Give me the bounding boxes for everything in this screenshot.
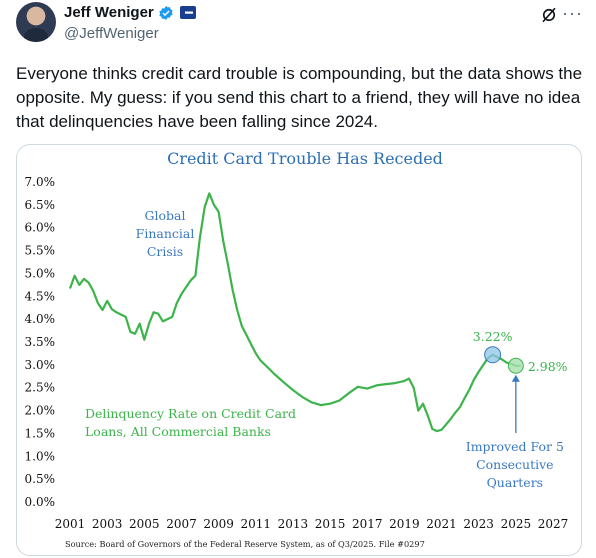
x-tick-label: 2009 — [203, 517, 234, 531]
y-tick-label: 6.5% — [25, 198, 56, 212]
author-name-row: Jeff Weniger — [64, 4, 196, 21]
source-note: Source: Board of Governors of the Federa… — [65, 539, 425, 549]
y-tick-label: 1.5% — [25, 426, 56, 440]
improved-annotation-line: Quarters — [487, 475, 544, 490]
x-tick-label: 2001 — [55, 517, 86, 531]
x-tick-label: 2017 — [352, 517, 383, 531]
series-line — [68, 192, 521, 433]
y-tick-label: 1.0% — [25, 449, 56, 463]
chart-image[interactable]: Credit Card Trouble Has Receded 0.0% 0.5%… — [16, 144, 582, 556]
author-name[interactable]: Jeff Weniger — [64, 4, 154, 21]
series-label-line: Delinquency Rate on Credit Card — [85, 406, 296, 421]
post-text: Everyone thinks credit card trouble is c… — [16, 64, 583, 131]
series-label-line: Loans, All Commercial Banks — [85, 424, 271, 439]
latest-marker — [507, 357, 524, 374]
grok-icon[interactable] — [540, 6, 558, 24]
y-tick-label: 0.0% — [25, 495, 56, 509]
y-tick-label: 4.5% — [25, 289, 56, 303]
y-axis-ticks: 0.0% 0.5% 1.0% 1.5% 2.0% 2.5% 3.0% 3.5% 4.0% 4.5%… — [25, 175, 56, 509]
y-tick-label: 6.0% — [25, 221, 56, 235]
gfc-annotation-line: Financial — [136, 226, 195, 241]
x-tick-label: 2021 — [426, 517, 457, 531]
y-tick-label: 7.0% — [25, 175, 56, 189]
y-tick-label: 3.5% — [25, 335, 56, 349]
x-tick-label: 2007 — [166, 517, 197, 531]
peak-marker — [484, 346, 502, 364]
x-tick-label: 2013 — [278, 517, 309, 531]
x-tick-label: 2023 — [463, 517, 494, 531]
verified-badge-icon — [159, 5, 173, 20]
x-tick-label: 2003 — [92, 517, 123, 531]
gfc-annotation: Global Financial Crisis — [136, 208, 195, 259]
x-axis-ticks: 2001 2003 2005 2007 2009 2011 2013 2015 2017 2019… — [55, 517, 569, 531]
more-options-icon[interactable]: ··· — [562, 3, 583, 23]
chart-title: Credit Card Trouble Has Receded — [167, 149, 443, 168]
y-tick-label: 5.5% — [25, 244, 56, 258]
improved-annotation: Improved For 5 Consecutive Quarters — [466, 439, 564, 490]
gfc-annotation-line: Crisis — [147, 244, 183, 259]
improved-annotation-line: Consecutive — [476, 457, 553, 472]
improved-arrow-head — [511, 374, 520, 382]
y-tick-label: 2.0% — [25, 404, 56, 418]
y-tick-label: 0.5% — [25, 472, 56, 486]
author-handle[interactable]: @JeffWeniger — [64, 25, 159, 42]
delinquency-chart: Credit Card Trouble Has Receded 0.0% 0.5%… — [25, 149, 569, 549]
x-tick-label: 2011 — [240, 517, 271, 531]
improved-annotation-line: Improved For 5 — [466, 439, 564, 454]
x-tick-label: 2027 — [538, 517, 569, 531]
x-tick-label: 2005 — [129, 517, 160, 531]
y-tick-label: 4.0% — [25, 312, 56, 326]
avatar[interactable] — [16, 2, 56, 42]
x-tick-label: 2015 — [315, 517, 346, 531]
series-label: Delinquency Rate on Credit Card Loans, Al… — [85, 406, 296, 439]
x-tick-label: 2019 — [389, 517, 420, 531]
y-tick-label: 2.5% — [25, 381, 56, 395]
gfc-annotation-line: Global — [145, 208, 186, 223]
y-tick-label: 5.0% — [25, 266, 56, 280]
peak-value-label: 3.22% — [473, 329, 513, 344]
latest-value-label: 2.98% — [528, 359, 568, 374]
y-tick-label: 3.0% — [25, 358, 56, 372]
improved-arrow — [511, 374, 520, 433]
flag-icon[interactable] — [179, 6, 196, 19]
x-tick-label: 2025 — [501, 517, 532, 531]
